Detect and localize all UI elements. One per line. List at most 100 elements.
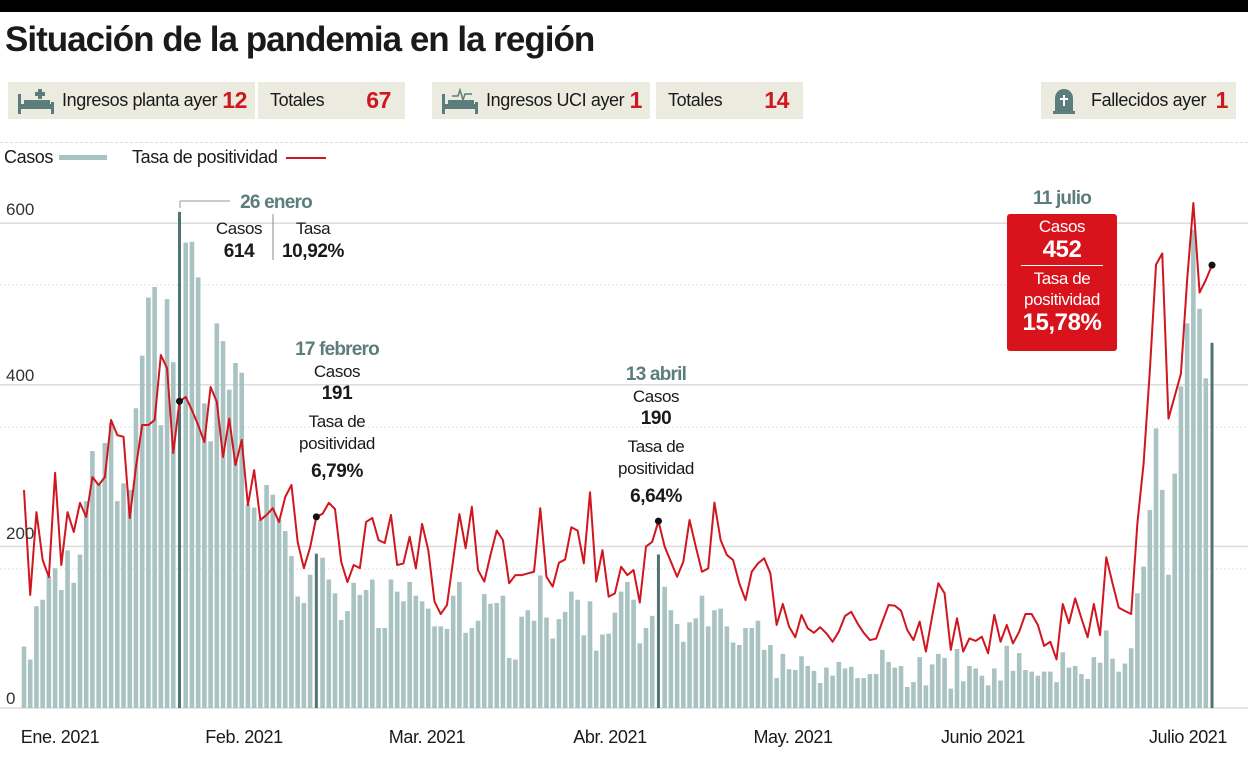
bar: [413, 595, 419, 708]
bar: [625, 581, 630, 708]
bar: [612, 612, 618, 708]
bar: [506, 657, 512, 708]
bar: [320, 557, 325, 708]
bar: [220, 341, 226, 708]
annotation-date: 17 febrero: [295, 339, 380, 360]
bar: [1023, 670, 1028, 708]
bar: [1029, 671, 1034, 708]
bar: [21, 646, 27, 708]
bar: [649, 615, 655, 708]
bar: [326, 579, 332, 708]
annotation-label: Tasa de: [1033, 269, 1091, 288]
stat-icu-total: Totales 14: [656, 82, 803, 119]
annotation-highlight-box: Casos 452 Tasa de positividad 15,78%: [1007, 214, 1117, 351]
bar: [475, 620, 481, 708]
bar: [593, 650, 599, 708]
bar: [1184, 323, 1190, 708]
bar: [1178, 386, 1184, 708]
legend-swatch-rate: [285, 156, 326, 159]
top-bar: [0, 0, 1248, 12]
x-tick-label: Ene. 2021: [20, 727, 100, 747]
bar: [1079, 674, 1084, 708]
bar: [258, 519, 263, 708]
bar: [34, 606, 39, 708]
bar: [432, 626, 437, 708]
bar: [158, 425, 164, 708]
bar: [488, 603, 493, 708]
bar: [357, 594, 363, 708]
stat-ward-admissions: Ingresos planta ayer 12: [8, 82, 255, 119]
annotation-label: Tasa de: [627, 437, 685, 456]
bar: [792, 670, 798, 708]
bar: [52, 568, 58, 708]
bar: [873, 674, 879, 708]
annotation-value: 15,78%: [1022, 309, 1102, 336]
bar: [861, 678, 866, 708]
bar: [1097, 662, 1103, 708]
bar: [170, 362, 176, 708]
bar: [656, 554, 660, 708]
y-tick-label: 600: [6, 200, 35, 219]
bar: [537, 575, 543, 708]
bar: [295, 596, 300, 708]
bar: [830, 675, 835, 708]
x-tick-label: Abr. 2021: [573, 727, 647, 747]
bar: [363, 590, 369, 708]
bar: [780, 653, 786, 708]
bar: [202, 403, 207, 708]
bar: [519, 616, 524, 708]
bar: [880, 649, 885, 708]
bar: [824, 667, 829, 708]
bar: [550, 638, 555, 708]
annotation-label: positividad: [299, 434, 375, 453]
bar: [985, 685, 991, 708]
bar: [948, 688, 954, 708]
bar: [214, 323, 220, 708]
bar: [674, 623, 680, 708]
stat-label: Totales: [270, 90, 325, 110]
annotation-date: 13 abril: [625, 364, 687, 385]
bar: [1122, 663, 1128, 708]
bar: [59, 590, 64, 708]
bar: [1153, 428, 1159, 708]
bar: [631, 599, 636, 708]
bar: [973, 668, 978, 708]
bar: [195, 277, 201, 708]
bar: [681, 641, 686, 708]
bar: [481, 594, 487, 708]
bar: [768, 644, 773, 708]
bar: [737, 644, 742, 708]
hospital-bed-icon: [18, 88, 54, 114]
bar: [1004, 645, 1010, 708]
divider: [0, 142, 1248, 143]
bar: [444, 628, 450, 708]
annotation-label: Casos: [215, 219, 263, 238]
bar: [749, 628, 755, 708]
bar: [892, 667, 898, 708]
bar: [183, 242, 189, 709]
bar: [730, 642, 736, 708]
stat-value: 1: [1215, 87, 1229, 113]
bar: [407, 581, 412, 708]
bar: [817, 682, 823, 708]
bar: [382, 628, 388, 708]
bar: [718, 608, 723, 708]
bar: [90, 451, 95, 708]
bar: [575, 599, 580, 708]
bar: [1110, 658, 1115, 708]
annotation-label: Casos: [1038, 217, 1086, 236]
bar: [245, 504, 251, 708]
stat-icu-admissions: Ingresos UCI ayer 1: [432, 82, 650, 119]
bar: [127, 489, 133, 708]
annotation-value: 190: [640, 408, 672, 429]
stat-ward-total: Totales 67: [258, 82, 405, 119]
bar: [164, 299, 170, 708]
bar: [886, 661, 891, 708]
annotation-value: 6,64%: [630, 486, 682, 507]
bar: [1060, 652, 1066, 708]
rate-point-marker: [176, 397, 183, 405]
rate-point-marker: [1208, 261, 1216, 269]
bar: [1066, 667, 1072, 708]
bar: [643, 628, 649, 708]
annotation-label: Casos: [313, 362, 361, 381]
